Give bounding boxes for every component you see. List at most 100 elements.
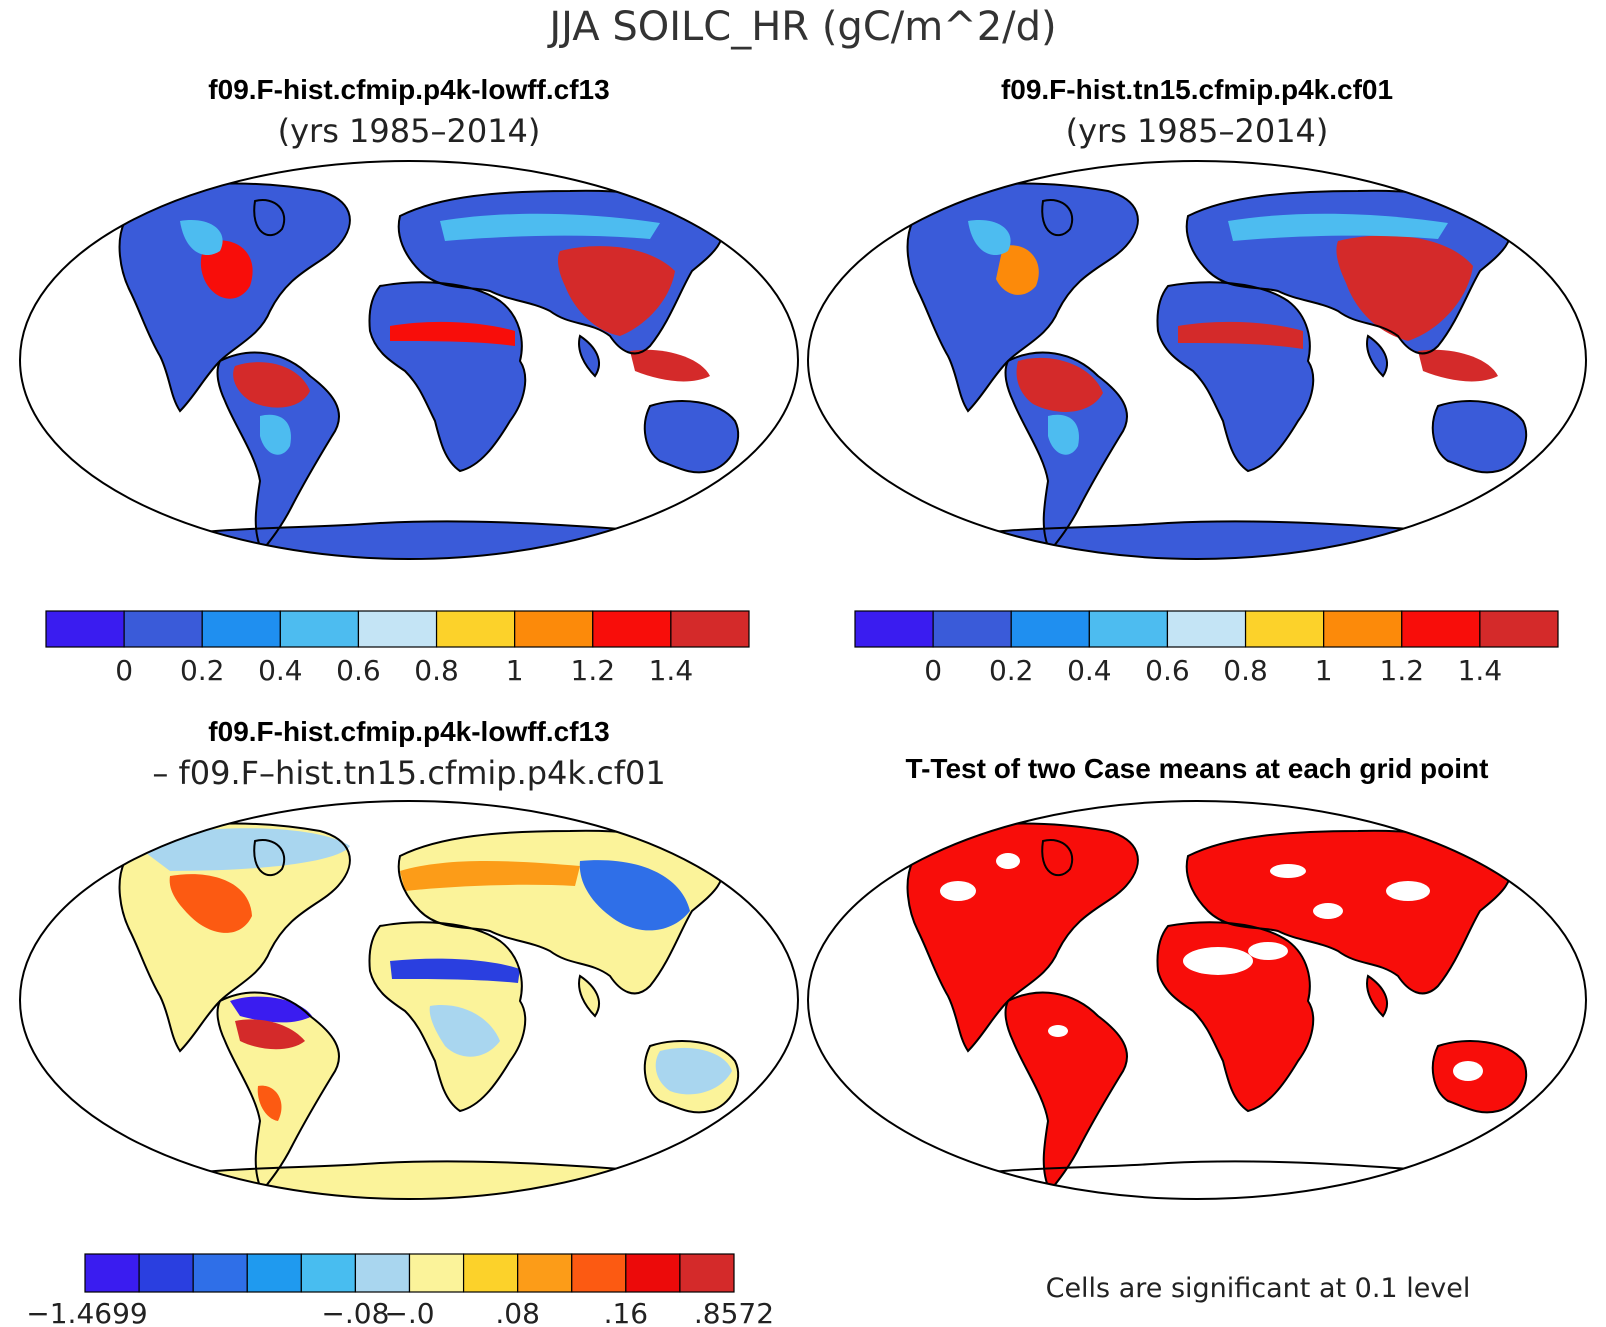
colorbar-swatch	[1323, 610, 1403, 648]
colorbar-tick-label: .8572	[694, 1297, 774, 1327]
map-bottom-left	[100, 824, 760, 1199]
colorbar-tick-label: −1.4699	[26, 1297, 147, 1327]
colorbar-swatch	[408, 1253, 465, 1293]
colorbar-top-left: 0 0.2 0.4 0.6 0.8 1 1.2 1.4	[45, 610, 750, 687]
high-region-se-asia	[1336, 235, 1473, 341]
colorbar-tick-label: 0.8	[1223, 654, 1268, 687]
panel-title: f09.F-hist.cfmip.p4k-lowff.cf13	[208, 716, 609, 747]
colorbar-tick-label: 0.6	[336, 654, 381, 687]
panel-subtitle: (yrs 1985–2014)	[1066, 112, 1329, 150]
colorbar-bottom-left: −1.4699 −.08−.0 .08 .16 .8572	[26, 1253, 774, 1327]
map-boundary	[807, 800, 1587, 1200]
colorbar-tick-label: 0	[924, 654, 942, 687]
panel-subtitle: – f09.F–hist.tn15.cfmip.p4k.cf01	[152, 754, 665, 792]
colorbar-tick-label: 0.8	[414, 654, 459, 687]
mid-region-sa	[1048, 414, 1079, 455]
high-region-indonesia	[1418, 349, 1498, 382]
colorbar-top-right: 0 0.2 0.4 0.6 0.8 1 1.2 1.4	[854, 610, 1559, 687]
high-region-amazon	[1016, 357, 1103, 412]
mid-region-eurasia	[1228, 213, 1448, 241]
colorbar-tick-label: 1	[1315, 654, 1333, 687]
cool-region-south-africa	[429, 1005, 500, 1057]
panel-title: T-Test of two Case means at each grid po…	[906, 753, 1489, 784]
colorbar-tick-label: 1.4	[649, 654, 694, 687]
colorbar-swatch	[1401, 610, 1481, 648]
colorbar-swatch	[300, 1253, 357, 1293]
mid-region-eurasia	[440, 213, 660, 241]
map-top-right	[888, 184, 1548, 559]
neg-region-east-asia	[579, 860, 690, 931]
colorbar-swatch	[123, 610, 203, 648]
colorbar-swatch	[192, 1253, 248, 1293]
panel-subtitle: (yrs 1985–2014)	[278, 112, 541, 150]
colorbar-swatch	[517, 1253, 573, 1293]
high-region-amazon	[233, 362, 310, 408]
mid-region-na	[968, 220, 1011, 256]
sahel-band	[1178, 321, 1303, 349]
high-region-eastern-na	[996, 245, 1039, 295]
colorbar-swatch	[1244, 610, 1325, 648]
map-bottom-right	[888, 824, 1548, 1199]
colorbar-swatch	[462, 1253, 519, 1293]
colorbar-swatch	[670, 610, 750, 648]
colorbar-swatch	[84, 1253, 140, 1293]
colorbar-swatch	[279, 610, 360, 648]
colorbar-swatch	[932, 610, 1012, 648]
pos-region-sa	[235, 1019, 305, 1050]
colorbar-tick-label: 1.4	[1458, 654, 1503, 687]
colorbar-swatch	[201, 610, 281, 648]
colorbar-tick-label: −.08	[321, 1297, 389, 1327]
colorbar-tick-label: 1.2	[571, 654, 616, 687]
colorbar-swatch	[571, 1253, 627, 1293]
colorbar-swatch	[45, 610, 125, 648]
colorbar-tick-label: 0.6	[1145, 654, 1190, 687]
high-region-se-asia	[557, 246, 675, 336]
colorbar-swatch	[1088, 610, 1169, 648]
colorbar-swatch	[592, 610, 672, 648]
colorbar-swatch	[138, 1253, 194, 1293]
map-top-left	[100, 184, 760, 559]
colorbar-tick-label: .16	[604, 1297, 649, 1327]
panel-top-left: f09.F-hist.cfmip.p4k-lowff.cf13 (yrs 198…	[19, 74, 799, 560]
cool-region-north	[130, 828, 350, 871]
neg-region-sahel	[390, 958, 520, 983]
colorbar-swatch	[354, 1253, 411, 1293]
colorbar-swatch	[854, 610, 934, 648]
colorbar-swatch	[246, 1253, 302, 1293]
map-boundary	[19, 160, 799, 560]
panel-bottom-left: f09.F-hist.cfmip.p4k-lowff.cf13 – f09.F–…	[19, 716, 799, 1200]
colorbar-swatch	[625, 1253, 681, 1293]
colorbar-swatch	[679, 1253, 735, 1293]
colorbar-swatch	[514, 610, 594, 648]
colorbar-tick-label: 0	[115, 654, 133, 687]
panel-top-right: f09.F-hist.tn15.cfmip.p4k.cf01 (yrs 1985…	[807, 74, 1587, 560]
colorbar-swatch	[1010, 610, 1090, 648]
colorbar-tick-label: −.0	[384, 1297, 434, 1327]
figure-title: JJA SOILC_HR (gC/m^2/d)	[546, 4, 1056, 50]
colorbar-swatch	[357, 610, 438, 648]
panel-title: f09.F-hist.tn15.cfmip.p4k.cf01	[1001, 74, 1393, 105]
significance-footnote: Cells are significant at 0.1 level	[1046, 1273, 1471, 1304]
colorbar-tick-label: 0.2	[180, 654, 225, 687]
colorbar-tick-label: 1.2	[1380, 654, 1425, 687]
pos-region-south-sa	[257, 1085, 282, 1121]
colorbar-tick-label: 0.4	[1067, 654, 1112, 687]
panel-title: f09.F-hist.cfmip.p4k-lowff.cf13	[208, 74, 609, 105]
high-region-indonesia	[630, 349, 710, 382]
map-boundary	[19, 800, 799, 1200]
non-significant-patches	[940, 853, 1483, 1081]
colorbar-swatch	[435, 610, 516, 648]
colorbar-tick-label: .08	[495, 1297, 540, 1327]
warm-region-na	[169, 874, 252, 933]
warm-band-europe	[400, 861, 580, 891]
colorbar-swatch	[1166, 610, 1247, 648]
panel-bottom-right: T-Test of two Case means at each grid po…	[807, 753, 1587, 1304]
map-boundary	[807, 160, 1587, 560]
mid-region-sa	[260, 414, 291, 455]
colorbar-tick-label: 0.2	[989, 654, 1034, 687]
colorbar-swatch	[1479, 610, 1559, 648]
cool-region-australia	[655, 1047, 732, 1095]
mid-region-na	[180, 220, 223, 256]
colorbar-tick-label: 0.4	[258, 654, 303, 687]
